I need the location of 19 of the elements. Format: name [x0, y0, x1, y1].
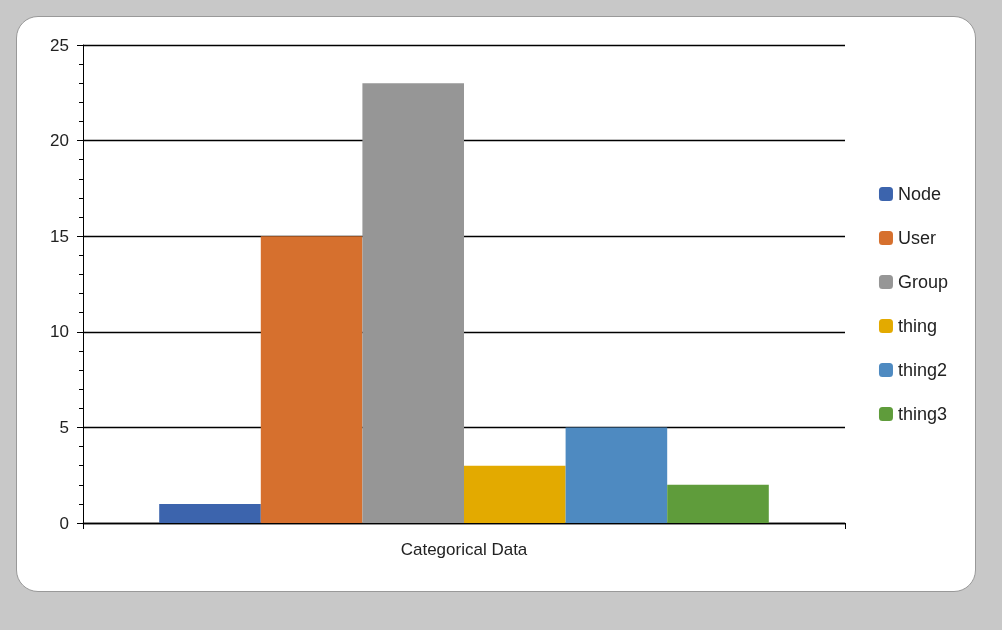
legend-label: thing3 [897, 404, 948, 424]
legend-label: Node [897, 184, 941, 204]
legend-label: Group [897, 272, 948, 292]
legend-label: thing2 [897, 360, 948, 380]
bar [362, 83, 464, 523]
bar [260, 236, 363, 523]
legend-label: User [897, 228, 936, 248]
y-tick-label: 25 [50, 35, 69, 55]
legend-label: thing [897, 316, 938, 336]
y-tick-label: 10 [50, 322, 69, 342]
y-tick-label: 20 [50, 131, 69, 151]
bar [159, 503, 261, 523]
bar [565, 427, 668, 523]
x-tick-label: Categorical Data [400, 540, 528, 559]
bar [667, 484, 769, 523]
y-tick-label: 0 [59, 513, 69, 533]
y-tick-label: 5 [59, 417, 69, 437]
y-tick-label: 15 [50, 226, 69, 246]
bar [464, 465, 566, 523]
